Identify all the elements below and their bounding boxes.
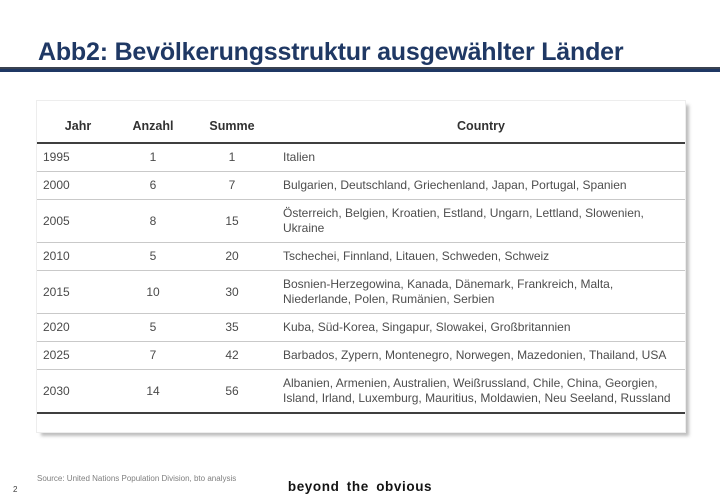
cell-anzahl: 5 [119, 313, 187, 342]
cell-summe: 30 [187, 270, 277, 314]
source-note: Source: United Nations Population Divisi… [37, 474, 237, 483]
table-row: 2010 5 20 Tschechei, Finnland, Litauen, … [37, 242, 685, 271]
table-row: 2020 5 35 Kuba, Süd-Korea, Singapur, Slo… [37, 313, 685, 342]
cell-jahr: 2030 [37, 369, 119, 414]
cell-anzahl: 8 [119, 199, 187, 243]
cell-jahr: 2015 [37, 270, 119, 314]
table-card: Jahr Anzahl Summe Country 1995 1 1 Itali… [36, 100, 686, 433]
cell-anzahl: 10 [119, 270, 187, 314]
page-number: 2 [13, 485, 18, 494]
column-header-country: Country [277, 101, 685, 144]
cell-jahr: 2000 [37, 171, 119, 200]
cell-country: Bulgarien, Deutschland, Griechenland, Ja… [277, 171, 685, 200]
cell-anzahl: 5 [119, 242, 187, 271]
bto-logo: beyond the obvious [287, 479, 433, 494]
cell-country: Barbados, Zypern, Montenegro, Norwegen, … [277, 341, 685, 370]
cell-summe: 7 [187, 171, 277, 200]
table-row: 2000 6 7 Bulgarien, Deutschland, Grieche… [37, 171, 685, 200]
cell-country: Österreich, Belgien, Kroatien, Estland, … [277, 199, 685, 243]
cell-anzahl: 7 [119, 341, 187, 370]
cell-anzahl: 1 [119, 143, 187, 172]
cell-country: Bosnien-Herzegowina, Kanada, Dänemark, F… [277, 270, 685, 314]
cell-country: Albanien, Armenien, Australien, Weißruss… [277, 369, 685, 414]
cell-jahr: 2005 [37, 199, 119, 243]
cell-jahr: 1995 [37, 143, 119, 172]
cell-jahr: 2025 [37, 341, 119, 370]
cell-summe: 20 [187, 242, 277, 271]
column-header-jahr: Jahr [37, 101, 119, 144]
cell-summe: 42 [187, 341, 277, 370]
cell-summe: 35 [187, 313, 277, 342]
title-divider [0, 67, 720, 72]
cell-anzahl: 6 [119, 171, 187, 200]
cell-country: Tschechei, Finnland, Litauen, Schweden, … [277, 242, 685, 271]
cell-country: Italien [277, 143, 685, 172]
cell-summe: 1 [187, 143, 277, 172]
cell-anzahl: 14 [119, 369, 187, 414]
table-row: 1995 1 1 Italien [37, 143, 685, 172]
cell-jahr: 2020 [37, 313, 119, 342]
column-header-summe: Summe [187, 101, 277, 144]
population-structure-table: Jahr Anzahl Summe Country 1995 1 1 Itali… [37, 101, 685, 414]
table-row: 2030 14 56 Albanien, Armenien, Australie… [37, 369, 685, 414]
cell-summe: 15 [187, 199, 277, 243]
cell-country: Kuba, Süd-Korea, Singapur, Slowakei, Gro… [277, 313, 685, 342]
page-title: Abb2: Bevölkerungsstruktur ausgewählter … [38, 38, 624, 66]
cell-jahr: 2010 [37, 242, 119, 271]
table-row: 2025 7 42 Barbados, Zypern, Montenegro, … [37, 341, 685, 370]
column-header-anzahl: Anzahl [119, 101, 187, 144]
cell-summe: 56 [187, 369, 277, 414]
table-row: 2015 10 30 Bosnien-Herzegowina, Kanada, … [37, 270, 685, 314]
table-row: 2005 8 15 Österreich, Belgien, Kroatien,… [37, 199, 685, 243]
table-header: Jahr Anzahl Summe Country [37, 101, 685, 144]
